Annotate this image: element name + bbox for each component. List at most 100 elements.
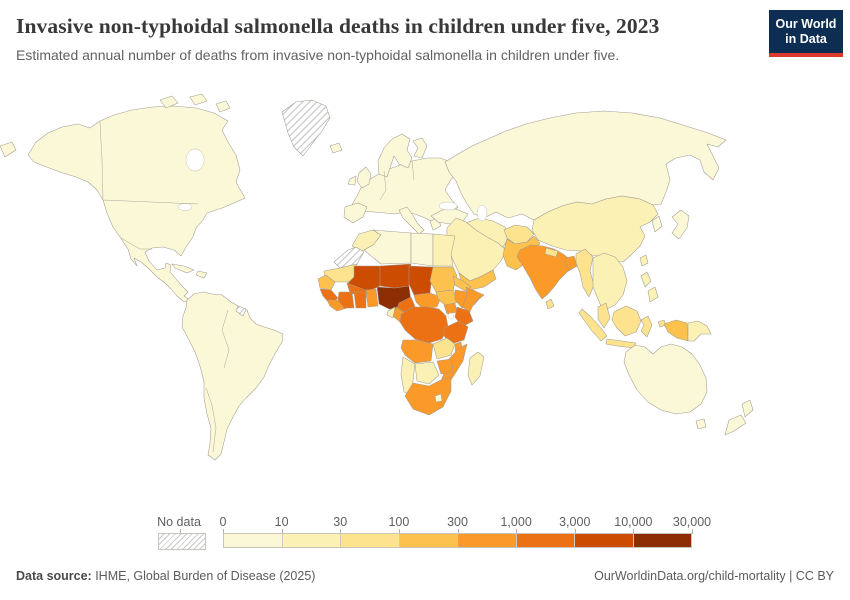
legend-tick-label: 30,000 (672, 515, 712, 529)
legend-tick-labels: 0 10 30 100 300 1,000 3,000 10,000 30,000 (219, 513, 711, 534)
country-zimbabwe[interactable] (436, 358, 454, 375)
legend-tick (633, 529, 635, 534)
country-cuba[interactable] (171, 263, 195, 274)
country-malay-peninsula[interactable] (597, 302, 611, 329)
country-russia-west-wrap[interactable] (0, 141, 17, 158)
country-indonesia[interactable] (578, 305, 667, 349)
credit: OurWorldinData.org/child-mortality | CC … (594, 569, 834, 583)
credit-license[interactable]: CC BY (795, 569, 834, 583)
country-lesotho[interactable] (434, 393, 443, 403)
credit-link[interactable]: OurWorldinData.org/child-mortality (594, 569, 786, 583)
country-iberia[interactable] (343, 202, 368, 224)
page-title: Invasive non-typhoidal salmonella deaths… (16, 14, 660, 38)
country-botswana[interactable] (414, 361, 440, 385)
legend-bin[interactable] (575, 534, 634, 547)
country-scandinavia[interactable] (377, 133, 413, 178)
border-alaska-canada (99, 121, 104, 200)
country-sri-lanka[interactable] (545, 298, 555, 310)
legend-tick-label: 1,000 (500, 515, 532, 529)
country-finland[interactable] (412, 137, 428, 159)
country-bangladesh[interactable] (564, 255, 578, 271)
legend-bin[interactable] (224, 534, 283, 547)
country-arabian-peninsula[interactable] (446, 217, 507, 282)
country-niger[interactable] (379, 263, 412, 289)
legend-bin[interactable] (341, 534, 400, 547)
country-greenland[interactable] (281, 99, 331, 157)
world-choropleth-map (0, 93, 754, 461)
country-south-america[interactable] (181, 291, 284, 461)
no-data-swatch[interactable] (158, 533, 206, 550)
legend-tick-label: 10 (274, 515, 289, 529)
hudson-bay (185, 148, 205, 172)
chart-footer: Data source: IHME, Global Burden of Dise… (16, 569, 834, 583)
legend-tick (223, 529, 224, 534)
country-korea[interactable] (651, 215, 663, 233)
country-italy[interactable] (398, 206, 425, 235)
no-data-tick (180, 529, 181, 534)
country-algeria[interactable] (363, 229, 412, 265)
border-france-germany (379, 170, 387, 201)
country-iceland[interactable] (329, 142, 343, 154)
legend-tick-label: 0 (219, 515, 227, 529)
caspian-sea (476, 204, 488, 222)
country-hispaniola[interactable] (195, 270, 208, 279)
country-senegal[interactable] (317, 274, 336, 291)
border-us-canada (102, 199, 199, 205)
legend-bin[interactable] (633, 534, 691, 547)
country-ireland[interactable] (347, 175, 357, 186)
no-data-label: No data (157, 515, 201, 529)
map-legend: No data 0 10 30 100 300 1,000 3,000 10,000 30,00… (0, 513, 850, 555)
country-togo-benin[interactable] (365, 288, 379, 308)
legend-tick (340, 529, 342, 534)
country-libya[interactable] (410, 232, 434, 267)
legend-bin[interactable] (399, 534, 458, 547)
country-taiwan[interactable] (639, 254, 649, 267)
country-russia-central-asia[interactable] (444, 110, 727, 221)
country-philippines[interactable] (640, 271, 659, 303)
country-sudan[interactable] (429, 266, 458, 293)
country-india[interactable] (516, 244, 576, 300)
owid-logo[interactable]: Our World in Data (769, 10, 843, 57)
country-chad[interactable] (408, 265, 434, 296)
country-canadian-arctic-islands[interactable] (159, 93, 231, 113)
country-papua-indonesia[interactable] (663, 319, 689, 342)
country-angola[interactable] (400, 339, 434, 364)
country-western-sahara[interactable] (333, 246, 365, 269)
legend-tick (281, 529, 283, 534)
country-liberia-sierra-leone[interactable] (326, 299, 348, 312)
country-tasmania[interactable] (695, 418, 707, 430)
legend-bin[interactable] (458, 534, 517, 547)
owid-logo-line1: Our World (775, 17, 837, 31)
country-australia[interactable] (623, 343, 708, 415)
country-madagascar[interactable] (467, 351, 485, 386)
owid-logo-line2: in Data (785, 32, 827, 46)
country-french-guiana[interactable] (235, 305, 247, 317)
legend-tick-label: 3,000 (559, 515, 591, 529)
country-japan[interactable] (671, 209, 690, 240)
legend-bin[interactable] (516, 534, 575, 547)
country-cote-divoire[interactable] (337, 291, 355, 309)
country-new-zealand[interactable] (724, 399, 754, 436)
country-china[interactable] (531, 195, 659, 263)
data-source-text: IHME, Global Burden of Disease (2025) (91, 569, 316, 583)
country-myanmar[interactable] (575, 248, 595, 298)
country-north-america[interactable] (27, 105, 246, 303)
country-papua-new-guinea[interactable] (687, 320, 712, 342)
country-ghana[interactable] (353, 291, 367, 309)
country-united-kingdom[interactable] (356, 166, 372, 189)
country-afghanistan[interactable] (503, 224, 535, 245)
country-central-african-republic[interactable] (413, 292, 442, 310)
country-drc[interactable] (399, 306, 449, 344)
country-nepal[interactable] (544, 247, 559, 258)
country-south-africa[interactable] (404, 376, 452, 416)
country-tanzania[interactable] (443, 320, 469, 345)
country-indochina[interactable] (592, 252, 628, 312)
legend-tick-label: 300 (447, 515, 468, 529)
country-egypt[interactable] (432, 233, 456, 267)
chart-subtitle: Estimated annual number of deaths from i… (16, 46, 620, 63)
country-zambia[interactable] (432, 337, 456, 360)
country-uganda[interactable] (443, 302, 458, 315)
border-germany-poland (411, 160, 415, 181)
legend-bin[interactable] (282, 534, 341, 547)
